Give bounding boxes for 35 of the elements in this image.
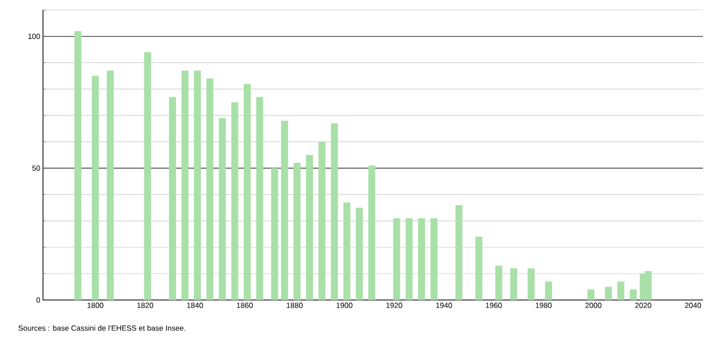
bar: [256, 96, 264, 300]
bar: [169, 96, 176, 300]
bar: [294, 162, 301, 300]
bar: [194, 70, 201, 300]
bar: [604, 286, 612, 300]
bar: [244, 84, 251, 300]
bar: [418, 218, 426, 300]
bar: [587, 289, 594, 300]
bar: [545, 282, 552, 300]
bar: [630, 289, 637, 300]
bar: [393, 218, 400, 300]
bar: [343, 202, 350, 300]
bar: [206, 78, 214, 300]
bar: [528, 268, 535, 300]
bar: [318, 142, 326, 300]
bar: [306, 154, 313, 300]
bar: [74, 31, 82, 300]
bar: [218, 118, 226, 300]
bar: [106, 70, 114, 300]
bar: [475, 236, 482, 300]
bar: [231, 102, 238, 300]
bar: [92, 76, 99, 300]
bar: [356, 208, 363, 300]
bar: [495, 266, 502, 300]
bar: [281, 120, 288, 300]
bar: [144, 52, 152, 300]
bar: [455, 205, 462, 300]
bar: [181, 70, 188, 300]
bar: [510, 268, 518, 300]
bar: [330, 123, 338, 300]
bar: [406, 218, 413, 300]
bar: [368, 166, 376, 300]
bar: [617, 282, 624, 300]
bar: [430, 218, 438, 300]
bar: [271, 168, 278, 300]
